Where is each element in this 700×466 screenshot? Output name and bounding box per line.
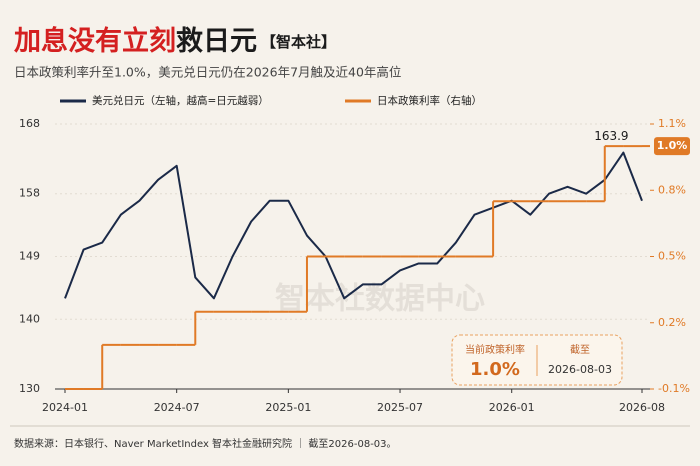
- info-label: 当前政策利率: [465, 343, 525, 356]
- source: 数据来源：日本银行、Naver MarketIndex 智本社金融研究院 ｜ 截…: [14, 437, 397, 450]
- y2-tick-label: 0.8%: [658, 183, 686, 196]
- line-series: [64, 151, 643, 300]
- title-tag: 【智本社】: [261, 33, 336, 51]
- peak-label: 163.9: [594, 129, 628, 143]
- y2-tick-label: 0.5%: [658, 250, 686, 263]
- y2-tick-label: 0.2%: [658, 316, 686, 329]
- x-tick-label: 2024-01: [42, 401, 88, 414]
- y-tick-label: 130: [19, 382, 40, 395]
- x-tick-label: 2025-07: [377, 401, 423, 414]
- chart-title: 加息没有立刻救日元 【智本社】: [14, 25, 336, 57]
- info-value: 1.0%: [470, 359, 520, 380]
- y-tick-label: 158: [19, 187, 40, 200]
- value-badge: [654, 137, 690, 156]
- legend-label: 日本政策利率（右轴）: [377, 94, 482, 107]
- watermark: 智本社数据中心: [275, 282, 485, 317]
- x-tick-label: 2026-01: [489, 401, 535, 414]
- x-tick-label: 2026-08: [619, 401, 665, 414]
- y-tick-label: 140: [19, 312, 40, 325]
- y2-tick-label: -0.1%: [658, 382, 690, 395]
- info-date-label: 截至: [570, 343, 590, 356]
- subtitle: 日本政策利率升至1.0%，美元兑日元仍在2026年7月触及近40年高位: [14, 65, 401, 80]
- y-tick-label: 168: [19, 117, 40, 130]
- x-tick-label: 2024-07: [154, 401, 200, 414]
- value-label: 1.0%: [657, 139, 688, 152]
- x-tick-label: 2025-01: [265, 401, 311, 414]
- title-red: 加息没有立刻: [14, 25, 176, 57]
- y-tick-label: 149: [19, 250, 40, 263]
- title-dark: 救日元: [176, 26, 257, 57]
- legend-label: 美元兑日元（左轴，越高=日元越弱）: [92, 94, 269, 107]
- y2-tick-label: 1.1%: [658, 117, 686, 130]
- info-date: 2026-08-03: [548, 363, 612, 376]
